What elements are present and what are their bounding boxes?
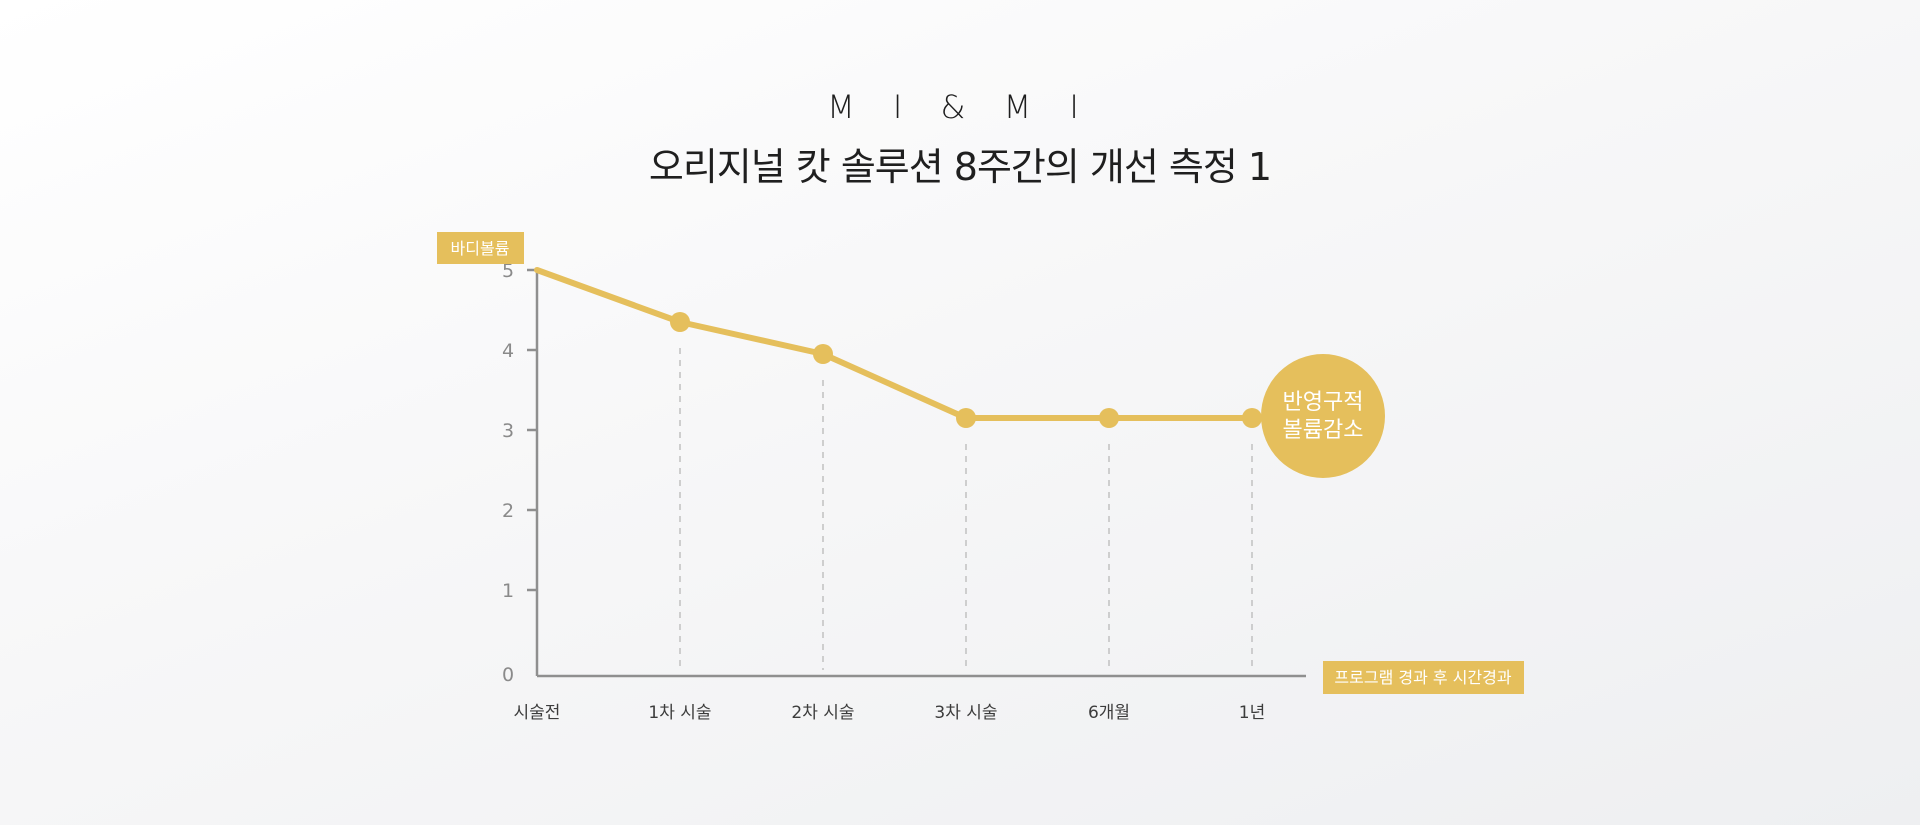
data-point (1099, 408, 1119, 428)
y-axis-ticks: 0 1 2 3 4 5 (502, 260, 537, 686)
data-point (956, 408, 976, 428)
brand-logo-text: M I & M I (827, 88, 1093, 126)
y-tick-label: 3 (502, 420, 514, 442)
annotation-line-2: 볼륨감소 (1283, 418, 1364, 443)
data-point (813, 344, 833, 364)
y-tick-label: 1 (502, 580, 514, 602)
x-tick-label: 시술전 (514, 703, 561, 723)
annotation-bubble: 반영구적 볼륨감소 (1261, 354, 1385, 478)
y-tick-label: 2 (502, 500, 514, 522)
y-tick-label: 0 (502, 664, 514, 686)
series-group (534, 267, 1270, 428)
x-axis-label-background (1323, 661, 1524, 694)
y-axis-label-background (437, 232, 524, 264)
y-axis-label: 바디볼륨 (451, 239, 510, 258)
annotation-circle (1261, 354, 1385, 478)
x-tick-label: 2차 시술 (791, 703, 854, 723)
y-axis-label-tag: 바디볼륨 (437, 232, 524, 264)
vertical-guide-lines (679, 348, 1253, 670)
series-line (534, 267, 1255, 421)
x-axis-label-tag: 프로그램 경과 후 시간경과 (1323, 661, 1524, 694)
x-axis-ticks: 시술전 1차 시술 2차 시술 3차 시술 6개월 1년 (514, 703, 1266, 723)
x-tick-label: 6개월 (1088, 703, 1130, 723)
annotation-line-1: 반영구적 (1283, 390, 1364, 415)
y-tick-label: 5 (502, 260, 514, 282)
chart-title: 오리지널 캇 솔루션 8주간의 개선 측정 1 (648, 145, 1272, 189)
x-tick-label: 1차 시술 (648, 703, 711, 723)
y-tick-label: 4 (502, 340, 514, 362)
x-axis-label: 프로그램 경과 후 시간경과 (1334, 668, 1511, 687)
chart-axes (535, 268, 1306, 678)
data-point (1242, 408, 1262, 428)
x-tick-label: 1년 (1239, 703, 1265, 723)
x-tick-label: 3차 시술 (934, 703, 997, 723)
data-point (670, 312, 690, 332)
